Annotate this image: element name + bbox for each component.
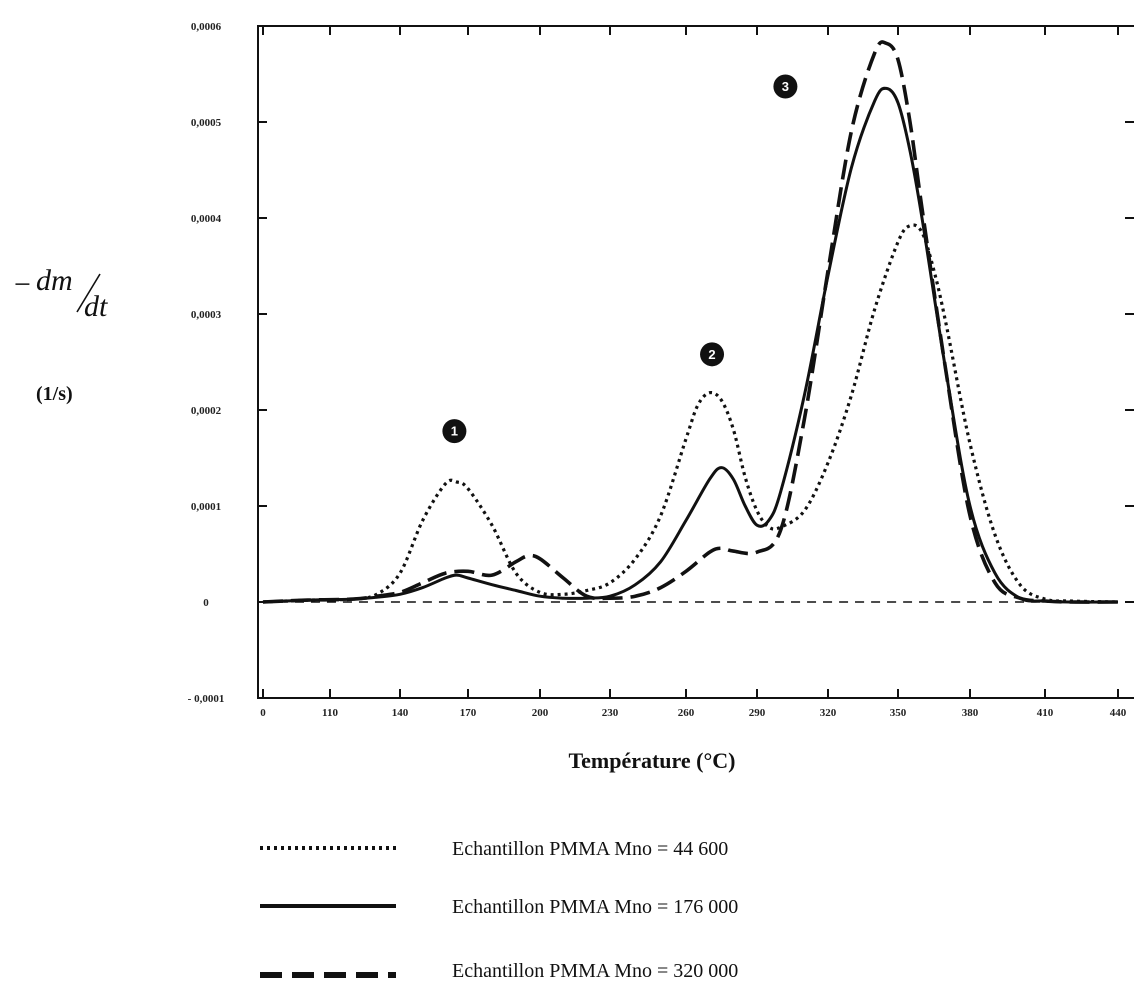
peak-marker-1 — [442, 419, 467, 444]
legend: Echantillon PMMA Mno = 44 600 Echantillo… — [260, 838, 738, 982]
y-tick-label: 0 — [203, 597, 209, 609]
y-axis-unit: (1/s) — [36, 383, 73, 405]
x-tick-label: 260 — [678, 707, 695, 719]
peak-marker-2 — [700, 342, 725, 367]
x-tick-label: 350 — [890, 707, 907, 719]
y-tick-label: 0,0005 — [191, 117, 222, 129]
series-line-solid — [262, 86, 1119, 604]
y-axis-label-numerator: dm — [36, 264, 73, 297]
ticks: 0 110 140 170 200 230 260 290 320 350 380 410 440- 0… — [188, 21, 1134, 719]
y-tick-label: 0,0001 — [191, 501, 221, 513]
peak-marker-label: 2 — [708, 347, 715, 362]
peak-marker-3 — [773, 74, 798, 99]
series-lines — [262, 40, 1119, 604]
y-axis-label-denominator: dt — [84, 290, 108, 323]
y-tick-label: 0,0006 — [191, 21, 222, 33]
peak-marker-label: 3 — [782, 79, 789, 94]
x-tick-label: 140 — [392, 707, 409, 719]
y-tick-label: - 0,0001 — [188, 693, 225, 705]
legend-label-2: Echantillon PMMA Mno = 176 000 — [452, 896, 738, 918]
x-tick-label: 410 — [1037, 707, 1054, 719]
x-tick-label: 380 — [962, 707, 979, 719]
x-axis-label: Température (°C) — [568, 748, 735, 773]
x-tick-label: 110 — [322, 707, 338, 719]
series-line-dashed — [262, 40, 1119, 604]
y-axis-label-prefix: − — [12, 268, 32, 301]
x-tick-label: 170 — [460, 707, 477, 719]
y-tick-label: 0,0004 — [191, 213, 222, 225]
x-tick-label: 200 — [532, 707, 549, 719]
y-tick-label: 0,0002 — [191, 405, 222, 417]
y-axis-label: − dm dt (1/s) — [12, 264, 108, 405]
x-tick-label: 0 — [260, 707, 266, 719]
x-tick-label: 290 — [749, 707, 766, 719]
x-tick-label: 440 — [1110, 707, 1127, 719]
legend-label-3: Echantillon PMMA Mno = 320 000 — [452, 960, 738, 982]
y-axis-label-fraction-slash — [76, 273, 101, 313]
peak-marker-label: 1 — [451, 424, 458, 439]
plot-frame — [257, 25, 1134, 699]
peak-annotations: 1 2 3 — [442, 74, 798, 444]
legend-label-1: Echantillon PMMA Mno = 44 600 — [452, 838, 728, 860]
x-tick-label: 320 — [820, 707, 837, 719]
x-tick-label: 230 — [602, 707, 619, 719]
series-line-dotted — [262, 223, 1119, 604]
y-tick-label: 0,0003 — [191, 309, 222, 321]
